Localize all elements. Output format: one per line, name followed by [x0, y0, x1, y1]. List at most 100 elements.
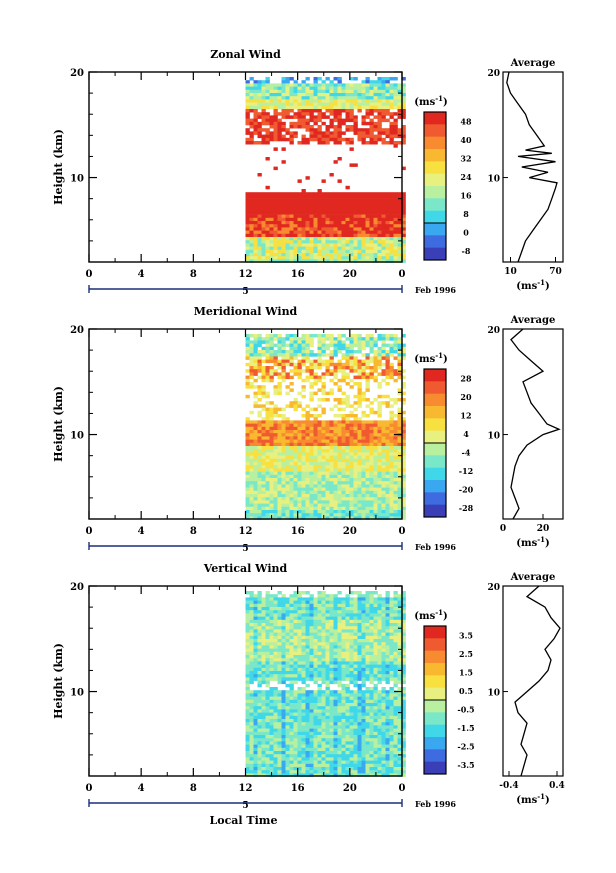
heatmap-cell: [253, 468, 258, 472]
heatmap-cell: [349, 455, 354, 460]
heatmap-cell: [261, 346, 266, 351]
heatmap-cell: [269, 648, 274, 653]
heatmap-cell: [369, 109, 374, 113]
heatmap-cell: [357, 233, 362, 238]
heatmap-cell: [345, 99, 350, 103]
heatmap-cell: [245, 661, 250, 665]
heatmap-cell: [329, 642, 334, 646]
heatmap-cell: [353, 503, 358, 508]
heatmap-cell: [257, 462, 262, 466]
heatmap-cell: [345, 112, 350, 116]
heatmap-cell: [333, 513, 338, 517]
heatmap-cell: [273, 237, 278, 241]
heatmap-cell: [305, 690, 310, 694]
heatmap-cell: [257, 610, 262, 614]
heatmap-cell: [393, 600, 398, 605]
heatmap-cell: [377, 468, 382, 472]
heatmap-cell: [245, 613, 250, 617]
heatmap-cell: [249, 256, 254, 260]
heatmap-cell: [293, 99, 298, 103]
heatmap-cell: [297, 648, 302, 653]
heatmap-cell: [245, 221, 250, 225]
heatmap-cell: [253, 462, 258, 466]
heatmap-cell: [321, 205, 326, 209]
heatmap-cell: [281, 214, 286, 219]
heatmap-cell: [357, 500, 362, 504]
heatmap-cell: [341, 667, 346, 672]
heatmap-cell: [321, 462, 326, 466]
heatmap-cell: [261, 224, 266, 228]
heatmap-cell: [277, 118, 282, 123]
heatmap-cell: [313, 484, 318, 488]
heatmap-cell: [289, 458, 294, 463]
heatmap-cell: [305, 420, 310, 424]
heatmap-cell: [357, 214, 362, 219]
heatmap-cell: [293, 664, 298, 669]
heatmap-cell: [353, 658, 358, 662]
heatmap-cell: [401, 648, 406, 653]
heatmap-cell: [245, 378, 250, 383]
heatmap-cell: [273, 465, 278, 469]
heatmap-cell: [349, 414, 354, 418]
heatmap-cell: [253, 343, 258, 348]
heatmap-cell: [373, 249, 378, 254]
heatmap-cell: [261, 423, 266, 428]
heatmap-cell: [289, 105, 294, 110]
heatmap-cell: [349, 243, 354, 247]
heatmap-cell: [313, 201, 318, 206]
heatmap-cell: [393, 230, 398, 235]
heatmap-cell: [385, 253, 390, 257]
heatmap-cell: [357, 494, 362, 498]
heatmap-cell: [381, 616, 386, 621]
heatmap-cell: [385, 230, 390, 235]
heatmap-cell: [329, 468, 334, 472]
heatmap-cell: [325, 442, 330, 447]
heatmap-cell: [293, 201, 298, 206]
heatmap-cell: [369, 639, 374, 643]
heatmap-cell: [261, 375, 266, 380]
heatmap-cell: [317, 366, 322, 370]
heatmap-cell: [345, 211, 350, 215]
heatmap-cell: [321, 391, 326, 396]
heatmap-cell: [393, 128, 398, 132]
heatmap-cell: [281, 503, 286, 508]
heatmap-cell: [281, 249, 286, 254]
heatmap-cell: [273, 623, 278, 627]
heatmap-cell: [325, 597, 330, 601]
heatmap-cell: [309, 639, 314, 643]
heatmap-cell: [385, 648, 390, 653]
heatmap-cell: [269, 471, 274, 476]
heatmap-cell: [345, 629, 350, 633]
heatmap-cell: [265, 664, 270, 669]
heatmap-cell: [329, 340, 334, 344]
heatmap-cell: [389, 667, 394, 672]
heatmap-cell: [281, 217, 286, 222]
heatmap-cell: [249, 366, 254, 370]
heatmap-cell: [265, 500, 270, 504]
heatmap-cell: [289, 359, 294, 364]
heatmap-cell: [293, 372, 298, 376]
heatmap-cell: [321, 484, 326, 488]
heatmap-cell: [393, 334, 398, 338]
heatmap-cell: [381, 372, 386, 376]
heatmap-cell: [353, 340, 358, 344]
heatmap-cell: [341, 468, 346, 472]
heatmap-cell: [365, 359, 370, 364]
heatmap-cell: [277, 648, 282, 653]
heatmap-cell: [389, 632, 394, 637]
heatmap-cell: [361, 597, 366, 601]
heatmap-cell: [377, 503, 382, 508]
heatmap-cell: [385, 102, 390, 107]
heatmap-cell: [329, 89, 334, 94]
heatmap-cell: [269, 99, 274, 103]
heatmap-cell: [297, 696, 302, 701]
heatmap-cell: [249, 125, 254, 129]
heatmap-cell: [345, 452, 350, 456]
colorbar-band: [424, 223, 446, 236]
heatmap-cell: [297, 613, 302, 617]
heatmap-cell: [293, 253, 298, 257]
heatmap-cell: [337, 658, 342, 662]
heatmap-cell: [249, 237, 254, 241]
heatmap-cell: [369, 696, 374, 701]
heatmap-cell: [301, 423, 306, 428]
